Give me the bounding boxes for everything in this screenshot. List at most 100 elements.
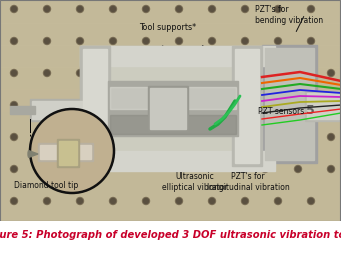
Circle shape xyxy=(77,199,83,204)
Circle shape xyxy=(143,198,149,205)
Text: PZT's for
longitudinal vibration: PZT's for longitudinal vibration xyxy=(207,171,290,191)
Bar xyxy=(305,92,341,121)
Circle shape xyxy=(327,166,335,173)
Bar xyxy=(32,102,83,120)
Bar xyxy=(83,50,272,163)
Circle shape xyxy=(44,38,50,45)
Bar xyxy=(0,133,341,155)
Circle shape xyxy=(176,38,182,45)
Bar xyxy=(232,47,262,166)
Circle shape xyxy=(208,38,216,45)
Circle shape xyxy=(44,103,49,108)
Circle shape xyxy=(109,38,117,45)
Text: Ultrasonic
elliptical vibrator: Ultrasonic elliptical vibrator xyxy=(162,171,228,191)
Circle shape xyxy=(241,6,249,13)
Bar xyxy=(0,68,341,90)
Circle shape xyxy=(44,39,49,44)
Circle shape xyxy=(12,167,16,172)
Circle shape xyxy=(76,198,84,205)
Circle shape xyxy=(11,134,17,141)
Circle shape xyxy=(176,198,182,205)
Bar xyxy=(80,47,275,67)
Text: Figure 5: Photograph of developed 3 DOF ultrasonic vibration tool.: Figure 5: Photograph of developed 3 DOF … xyxy=(0,229,341,239)
Circle shape xyxy=(30,109,114,193)
Bar xyxy=(80,151,275,171)
Circle shape xyxy=(109,6,117,13)
Bar xyxy=(108,82,238,136)
Circle shape xyxy=(308,198,314,205)
Circle shape xyxy=(11,102,17,109)
Wedge shape xyxy=(28,151,38,158)
Circle shape xyxy=(143,38,149,45)
Circle shape xyxy=(309,39,313,44)
Bar xyxy=(80,47,275,166)
Circle shape xyxy=(275,6,282,13)
Circle shape xyxy=(77,71,83,76)
Bar xyxy=(10,107,35,115)
Circle shape xyxy=(328,167,333,172)
Circle shape xyxy=(11,38,17,45)
Circle shape xyxy=(44,6,50,13)
Circle shape xyxy=(44,135,49,140)
Circle shape xyxy=(241,198,249,205)
Bar xyxy=(235,50,259,163)
Bar xyxy=(38,144,93,161)
Circle shape xyxy=(12,135,16,140)
Circle shape xyxy=(12,39,16,44)
Circle shape xyxy=(44,134,50,141)
Circle shape xyxy=(263,167,267,172)
Circle shape xyxy=(77,167,83,172)
Circle shape xyxy=(12,71,16,76)
Text: Tool supports*: Tool supports* xyxy=(139,23,196,32)
Circle shape xyxy=(177,199,181,204)
Circle shape xyxy=(309,199,313,204)
Circle shape xyxy=(109,198,117,205)
Circle shape xyxy=(209,199,214,204)
Circle shape xyxy=(12,7,16,12)
Circle shape xyxy=(110,39,116,44)
Circle shape xyxy=(276,39,281,44)
Circle shape xyxy=(328,135,333,140)
Bar xyxy=(148,87,188,132)
Circle shape xyxy=(296,167,300,172)
Circle shape xyxy=(143,6,149,13)
Circle shape xyxy=(296,135,300,140)
Circle shape xyxy=(209,7,214,12)
Bar xyxy=(59,141,77,165)
Circle shape xyxy=(77,7,83,12)
Circle shape xyxy=(309,7,313,12)
Circle shape xyxy=(296,71,300,76)
Circle shape xyxy=(144,39,148,44)
Circle shape xyxy=(328,103,333,108)
Circle shape xyxy=(209,39,214,44)
Circle shape xyxy=(110,7,116,12)
Text: Diamond tool tip: Diamond tool tip xyxy=(14,180,78,189)
Circle shape xyxy=(327,70,335,77)
Circle shape xyxy=(44,7,49,12)
Circle shape xyxy=(12,103,16,108)
Circle shape xyxy=(295,102,301,109)
Bar xyxy=(57,139,79,167)
Circle shape xyxy=(295,70,301,77)
Circle shape xyxy=(76,166,84,173)
Bar xyxy=(0,24,341,46)
Circle shape xyxy=(44,166,50,173)
Circle shape xyxy=(144,7,148,12)
Bar xyxy=(30,100,85,121)
Circle shape xyxy=(308,6,314,13)
Circle shape xyxy=(208,198,216,205)
Circle shape xyxy=(242,7,248,12)
Circle shape xyxy=(44,167,49,172)
Circle shape xyxy=(262,70,268,77)
Bar xyxy=(150,89,186,130)
Circle shape xyxy=(76,134,84,141)
Bar xyxy=(0,46,341,68)
Bar xyxy=(0,177,341,199)
Circle shape xyxy=(276,7,281,12)
Bar xyxy=(0,112,341,133)
Bar xyxy=(0,155,341,177)
Bar xyxy=(110,115,236,134)
Circle shape xyxy=(275,38,282,45)
Bar xyxy=(262,46,317,163)
Circle shape xyxy=(208,6,216,13)
